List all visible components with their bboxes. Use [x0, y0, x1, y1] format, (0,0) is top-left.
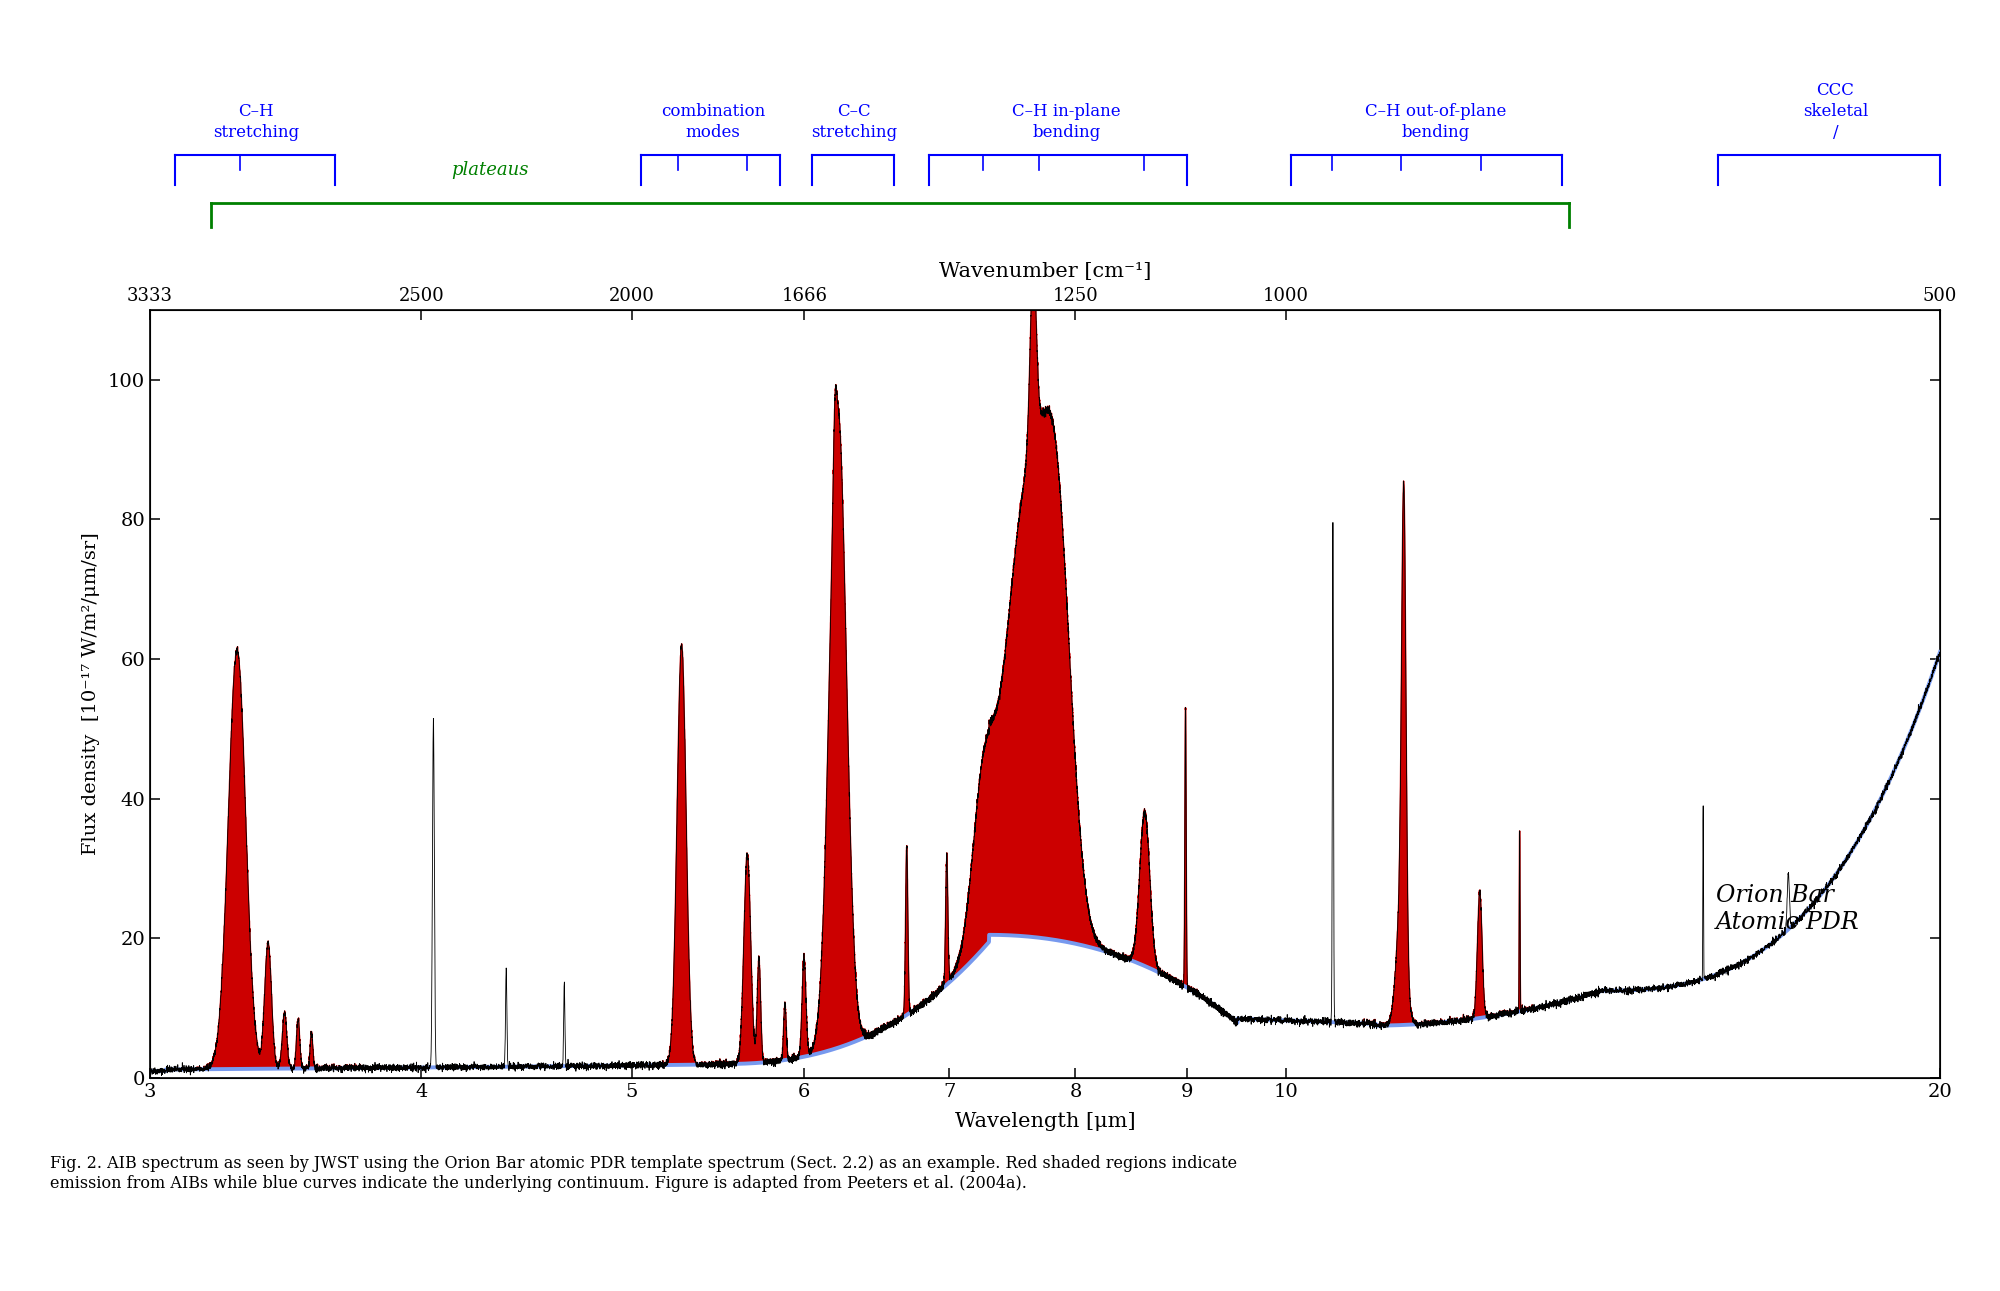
Text: C–C
stretching: C–C stretching	[810, 103, 896, 141]
Text: C–H in-plane
bending: C–H in-plane bending	[1012, 103, 1120, 141]
Text: CCC
skeletal
/: CCC skeletal /	[1802, 81, 1868, 141]
X-axis label: Wavenumber [cm⁻¹]: Wavenumber [cm⁻¹]	[938, 262, 1152, 281]
Text: C–H
stretching: C–H stretching	[214, 103, 300, 141]
Text: combination
modes: combination modes	[662, 103, 766, 141]
Y-axis label: Flux density  [10⁻¹⁷ W/m²/μm/sr]: Flux density [10⁻¹⁷ W/m²/μm/sr]	[82, 532, 100, 855]
Text: C–H out-of-plane
bending: C–H out-of-plane bending	[1366, 103, 1506, 141]
Text: Fig. 2. AIB spectrum as seen by JWST using the Orion Bar atomic PDR template spe: Fig. 2. AIB spectrum as seen by JWST usi…	[50, 1155, 1238, 1192]
Text: plateaus: plateaus	[450, 161, 528, 179]
X-axis label: Wavelength [μm]: Wavelength [μm]	[954, 1112, 1136, 1131]
Text: Orion Bar
Atomic PDR: Orion Bar Atomic PDR	[1716, 884, 1860, 933]
